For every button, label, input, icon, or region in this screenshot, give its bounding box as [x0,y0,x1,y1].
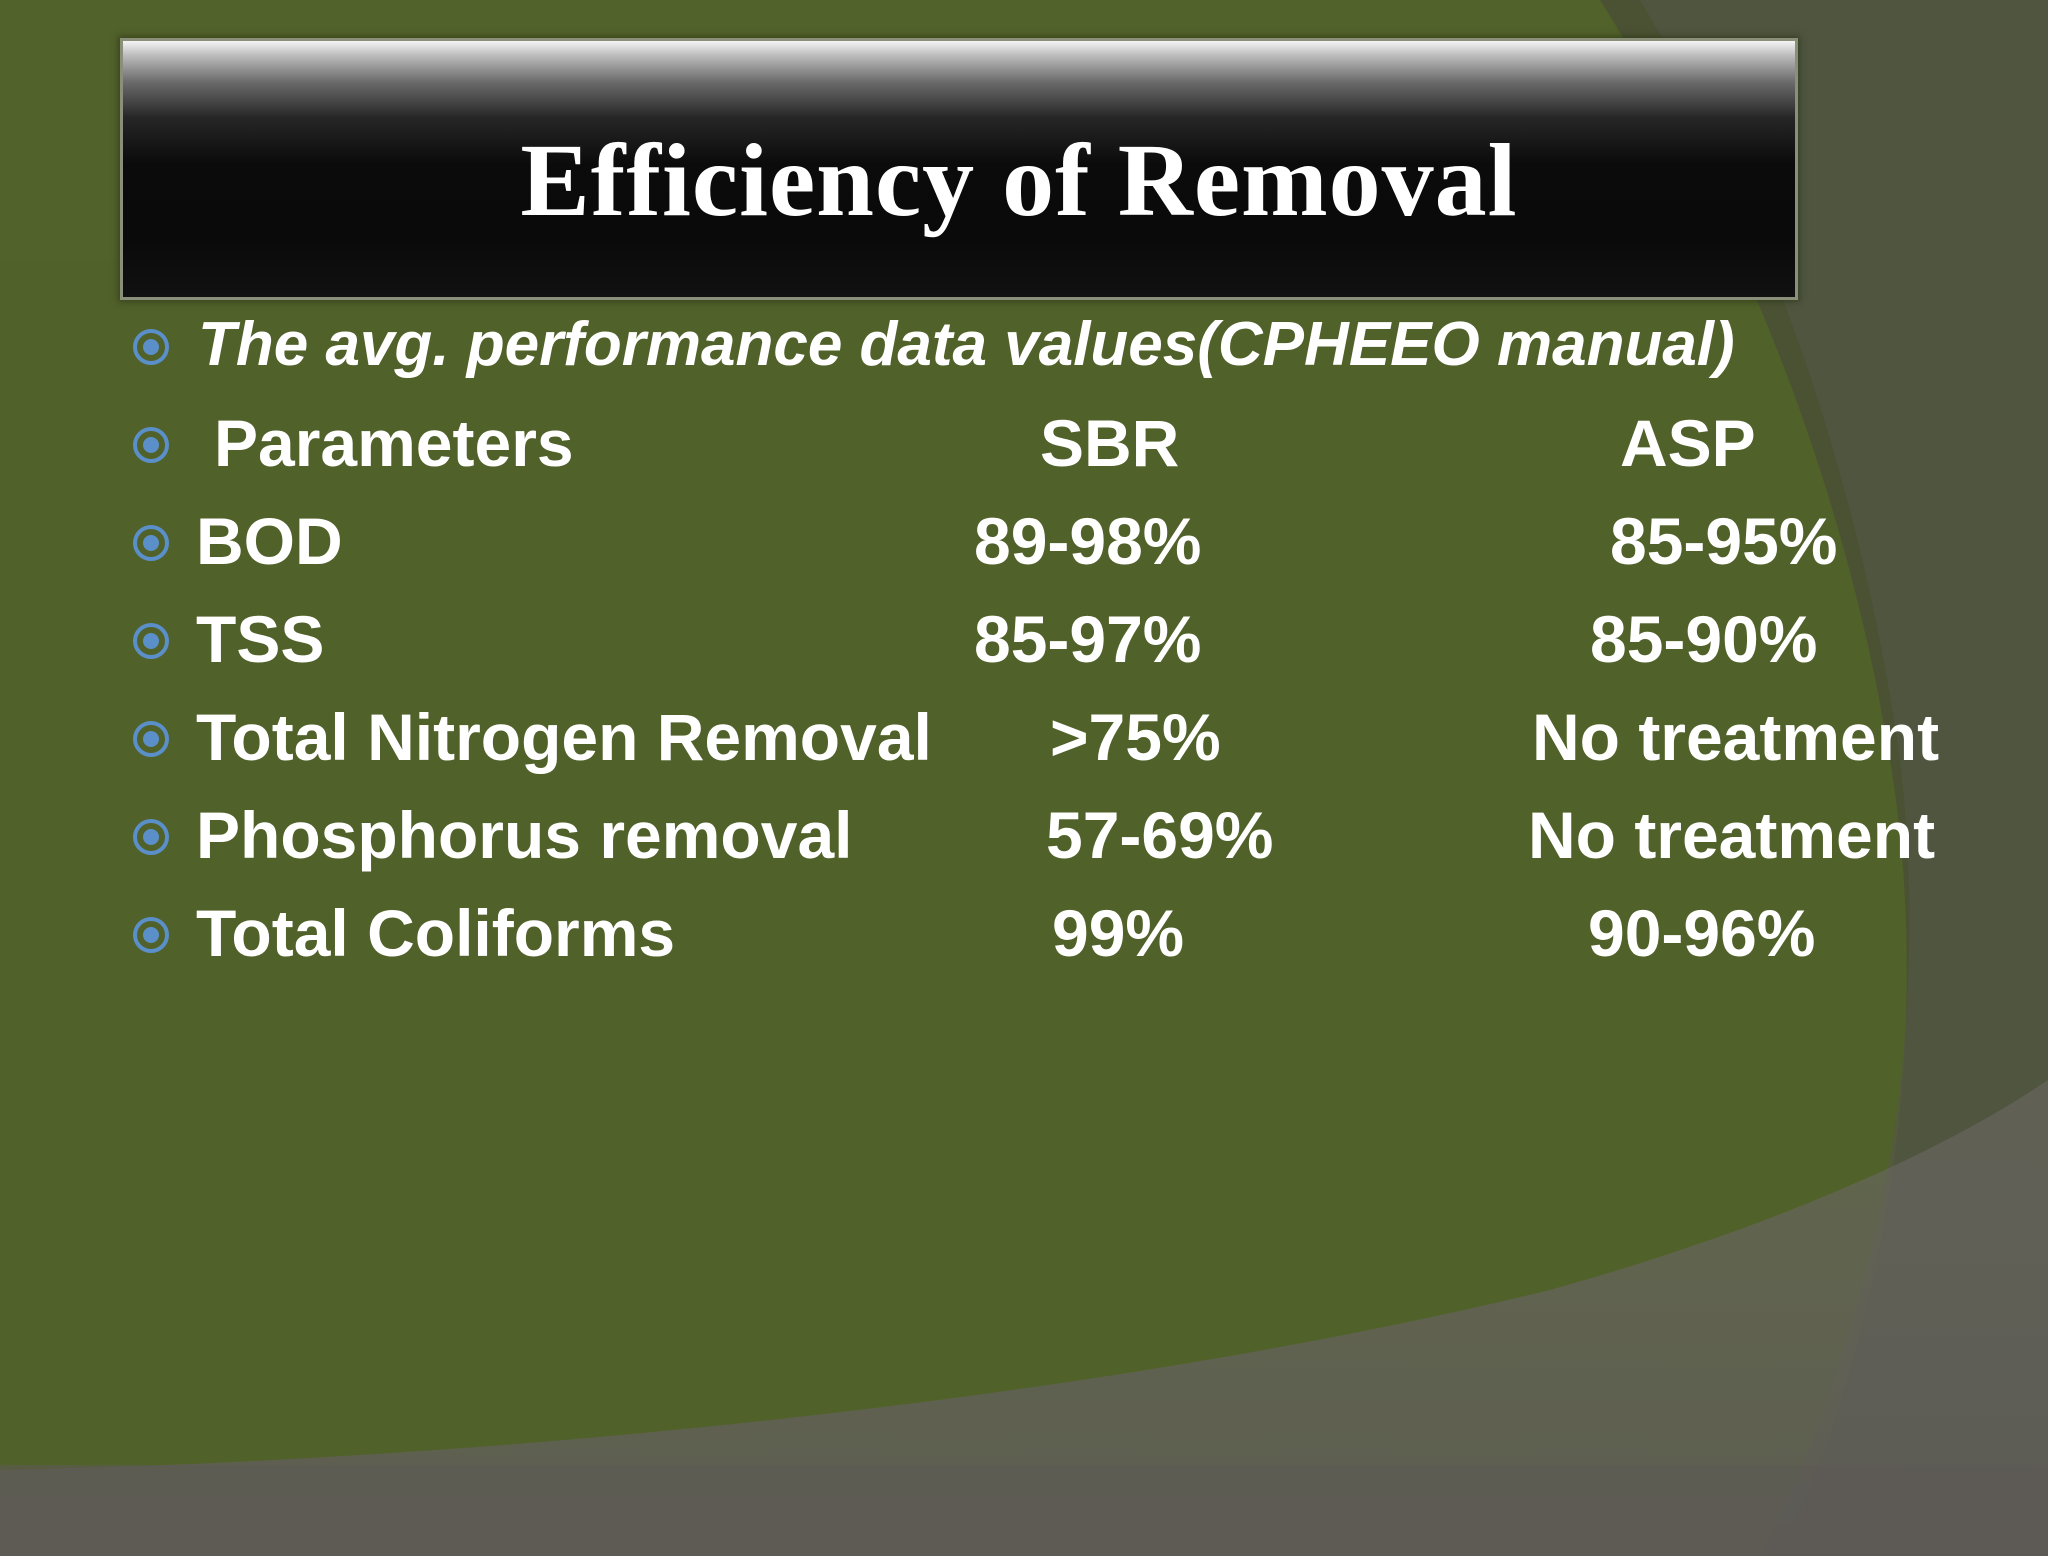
row-asp-value: 85-90% [1590,602,1818,676]
title-bar: Efficiency of Removal [120,38,1798,300]
row-parameter: BOD [196,504,343,578]
row-parameter: Phosphorus removal [196,798,853,872]
intro-text: The avg. performance data values(CPHEEO … [198,310,1735,379]
target-bullet-icon [133,721,169,757]
target-bullet-icon [133,525,169,561]
header-parameters: Parameters [214,406,574,480]
table-row: Total Coliforms 99% 90-96% [0,896,2048,986]
row-sbr-value: 99% [1052,896,1185,970]
row-sbr-value: >75% [1050,700,1221,774]
target-bullet-icon [133,819,169,855]
table-row: BOD 89-98% 85-95% [0,504,2048,594]
row-asp-value: 85-95% [1610,504,1838,578]
row-sbr-value: 85-97% [974,602,1202,676]
target-bullet-icon [133,917,169,953]
header-sbr: SBR [1040,406,1180,480]
table-header-row: Parameters SBR ASP [0,406,2048,496]
row-sbr-value: 57-69% [1046,798,1274,872]
row-parameter: Total Coliforms [196,896,676,970]
bg-bottom-strip [0,1465,2048,1556]
table-row: TSS 85-97% 85-90% [0,602,2048,692]
slide-title: Efficiency of Removal [520,123,1518,238]
row-asp-value: No treatment [1532,700,1940,774]
table-row: Phosphorus removal 57-69% No treatment [0,798,2048,888]
target-bullet-icon [133,427,169,463]
row-asp-value: No treatment [1528,798,1936,872]
header-asp: ASP [1620,406,1756,480]
intro-row: The avg. performance data values(CPHEEO … [0,308,2048,398]
row-sbr-value: 89-98% [974,504,1202,578]
row-parameter: Total Nitrogen Removal [196,700,932,774]
row-parameter: TSS [196,602,325,676]
target-bullet-icon [133,623,169,659]
bg-bottom-band [0,1080,2048,1556]
target-bullet-icon [133,329,169,365]
row-asp-value: 90-96% [1588,896,1816,970]
table-row: Total Nitrogen Removal >75% No treatment [0,700,2048,790]
